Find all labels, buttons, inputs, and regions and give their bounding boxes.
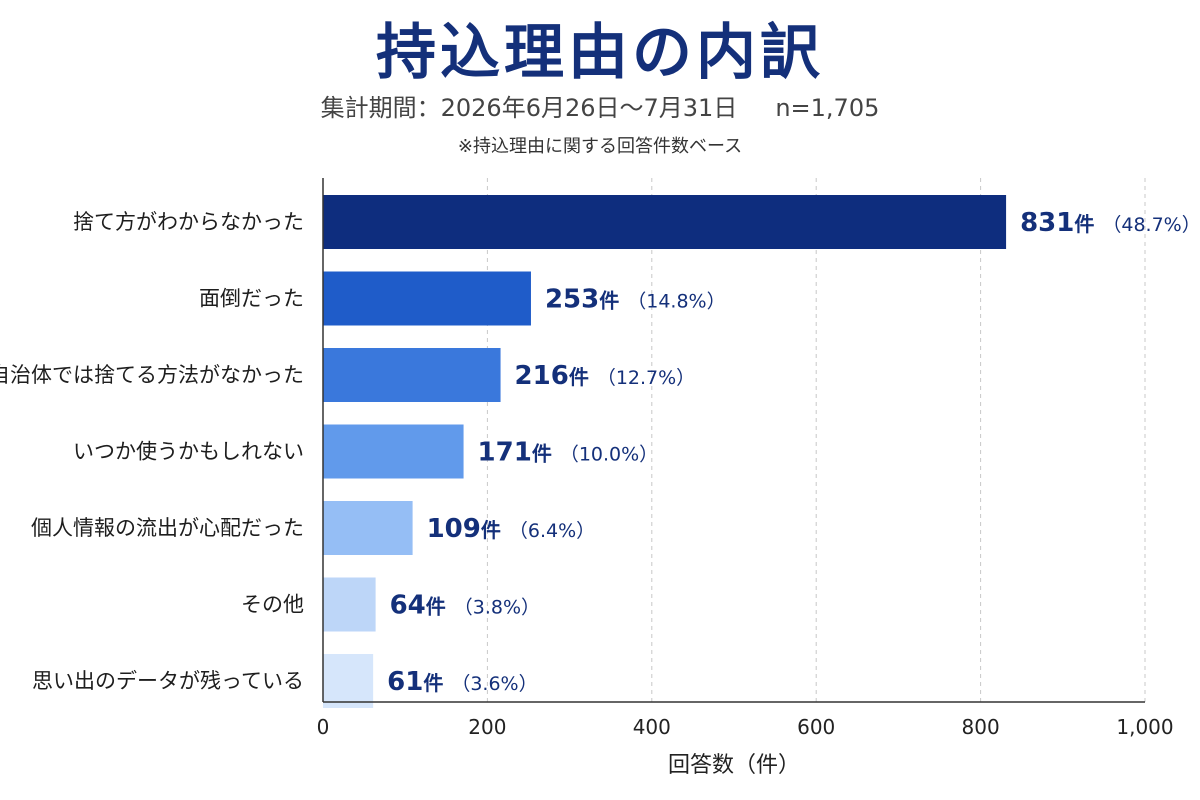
x-tick-label: 800 (962, 715, 1000, 739)
bar (323, 424, 464, 479)
x-tick-label: 0 (317, 715, 330, 739)
category-label: 思い出のデータが残っている (32, 669, 304, 693)
bar (323, 271, 531, 326)
category-label: その他 (241, 593, 304, 617)
category-label: いつか使うかもしれない (73, 440, 304, 464)
bar (323, 501, 413, 555)
value-label: 61件 （3.6%） (387, 667, 537, 697)
x-axis-label: 回答数（件） (668, 753, 800, 778)
value-label: 171件 （10.0%） (478, 438, 659, 468)
value-label: 109件 （6.4%） (427, 514, 596, 544)
axes: 0 200 400 600 800 1,000 回答数（件） (317, 178, 1174, 778)
x-tick-label: 600 (797, 715, 835, 739)
value-label: 216件 （12.7%） (515, 361, 696, 391)
bar (323, 577, 376, 632)
category-label: 捨て方がわからなかった (73, 210, 304, 234)
bar (323, 654, 374, 708)
sample-size: n=1,705 (775, 94, 880, 122)
category-label: 個人情報の流出が心配だった (31, 516, 304, 540)
category-label: 自治体では捨てる方法がなかった (0, 363, 304, 387)
value-label: 64件 （3.8%） (390, 591, 540, 621)
category-label: 面倒だった (199, 287, 304, 311)
labels: 捨て方がわからなかった 831件 （48.7%） 面倒だった 253件 （14.8%） 自治… (0, 208, 1200, 697)
chart-note: ※持込理由に関する回答件数ベース (457, 136, 743, 157)
x-tick-label: 200 (468, 715, 506, 739)
chart-title: 持込理由の内訳 (376, 18, 824, 88)
chart-subtitle: 集計期間：2026年6月26日〜7月31日 n=1,705 (0, 88, 1200, 123)
bar (323, 348, 501, 402)
grid-lines (486, 178, 1146, 702)
x-tick-label: 400 (633, 715, 671, 739)
bars (323, 195, 1007, 708)
bar (323, 195, 1007, 249)
value-label: 253件 （14.8%） (545, 285, 726, 315)
period-text: 集計期間：2026年6月26日〜7月31日 (320, 94, 738, 122)
x-tick-label: 1,000 (1116, 715, 1173, 739)
value-label: 831件 （48.7%） (1020, 208, 1200, 238)
